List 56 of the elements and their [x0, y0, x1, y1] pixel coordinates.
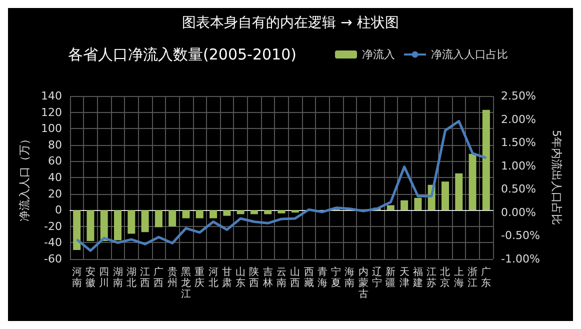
x-tick-label: 河南 — [72, 266, 82, 289]
x-tick-label: 新疆 — [386, 266, 396, 289]
y2-tick-label: -1.00% — [501, 252, 540, 266]
x-tick-label: 广东 — [481, 266, 492, 289]
x-tick-label: 湖南 — [112, 266, 123, 289]
x-tick-label: 福建 — [412, 266, 423, 289]
x-tick-label: 江苏 — [426, 266, 437, 289]
y-tick-label: 100 — [41, 122, 62, 136]
x-tick-label: 西藏 — [304, 267, 314, 289]
x-tick-label: 陕西 — [249, 266, 260, 289]
y2-axis-title: 5年内流出人口占比 — [550, 130, 563, 225]
y2-tick-label: 1.00% — [501, 159, 536, 172]
x-tick-label: 四川 — [99, 267, 110, 289]
x-tick-label: 上海 — [454, 266, 464, 289]
x-tick-label: 山西 — [290, 266, 300, 289]
y-tick-label: 120 — [41, 106, 62, 119]
y-tick-label: 140 — [41, 90, 62, 102]
legend-label: 净流入人口占比 — [431, 48, 508, 61]
x-tick-label: 天津 — [399, 267, 410, 289]
x-tick-label: 安徽 — [85, 266, 96, 289]
x-tick-label: 黑龙江 — [180, 267, 191, 300]
x-tick-label: 广西 — [154, 266, 164, 289]
y-axis-title: 净流入人口（万） — [18, 134, 32, 222]
y2-tick-label: 1.50% — [501, 136, 536, 150]
y-tick-label: 0 — [55, 204, 62, 217]
legend-label: 净流入 — [362, 48, 395, 61]
x-tick-label: 山东 — [236, 266, 246, 289]
x-tick-label: 湖北 — [126, 266, 136, 289]
y2-tick-label: 0.00% — [501, 206, 536, 219]
y-tick-label: 60 — [48, 154, 62, 168]
y2-tick-label: 2.50% — [501, 90, 536, 102]
x-tick-label: 浙江 — [468, 266, 478, 289]
y-tick-label: 80 — [48, 138, 62, 152]
y2-tick-label: 0.50% — [501, 182, 536, 196]
y-tick-label: 20 — [48, 187, 62, 200]
x-tick-label: 宁夏 — [331, 266, 342, 289]
x-tick-label: 贵州 — [167, 266, 178, 289]
x-tick-label: 重庆 — [194, 266, 205, 289]
x-tick-label: 甘肃 — [222, 266, 232, 289]
x-tick-label: 吉林 — [262, 266, 273, 289]
y-tick-label: 40 — [48, 171, 62, 184]
y-tick-label: -40 — [44, 236, 62, 250]
x-tick-label: 海南 — [344, 266, 355, 289]
y-tick-label: -20 — [44, 220, 62, 233]
y2-tick-label: -0.50% — [501, 229, 540, 242]
y2-tick-label: 2.00% — [501, 112, 536, 126]
x-tick-label: 青海 — [317, 266, 328, 289]
text: 图表本身自有的内在逻辑 → 柱状图 — [182, 15, 399, 31]
x-tick-label: 云南 — [276, 267, 286, 289]
x-tick-label: 北京 — [440, 266, 450, 289]
chart-title: 各省人口净流入数量(2005-2010) — [68, 46, 296, 64]
x-tick-label: 江西 — [140, 266, 150, 289]
y-tick-label: -60 — [44, 252, 62, 266]
x-tick-label: 辽宁 — [372, 266, 382, 289]
x-tick-label: 河北 — [208, 266, 218, 289]
x-tick-label: 内蒙古 — [358, 266, 368, 300]
